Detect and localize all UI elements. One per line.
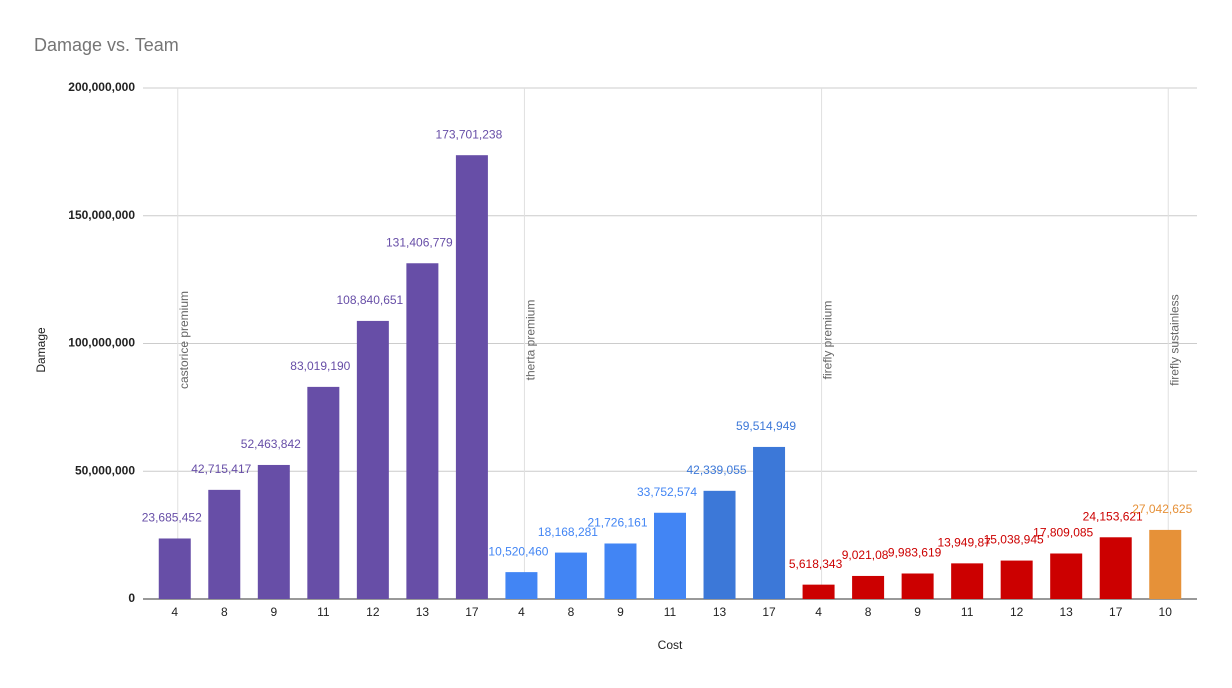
x-tick-label: 11: [317, 605, 330, 619]
value-label: 5,618,343: [789, 557, 843, 571]
annotation: therta premium: [524, 300, 538, 381]
bar: [208, 489, 241, 599]
bar: [753, 446, 786, 599]
annotation: firefly premium: [821, 301, 835, 380]
value-label: 108,840,651: [336, 293, 403, 307]
value-label: 24,153,621: [1083, 509, 1143, 523]
x-tick-label: 8: [568, 605, 575, 619]
bar: [307, 386, 340, 599]
x-tick-label: 4: [518, 605, 525, 619]
value-label: 15,038,945: [984, 533, 1044, 547]
bar: [1099, 537, 1132, 599]
annotation: castorice premium: [177, 291, 191, 389]
value-label: 52,463,842: [241, 437, 301, 451]
y-axis-label: Damage: [34, 327, 48, 373]
x-tick-label: 8: [221, 605, 228, 619]
bar: [901, 573, 934, 599]
bar: [158, 538, 191, 599]
value-label: 10,520,460: [488, 544, 548, 558]
bar: [257, 464, 290, 599]
chart-title: Damage vs. Team: [34, 35, 179, 55]
value-label: 131,406,779: [386, 235, 453, 249]
x-tick-label: 4: [171, 605, 178, 619]
bar: [852, 575, 885, 599]
x-tick-label: 8: [865, 605, 872, 619]
bar: [356, 320, 389, 599]
x-tick-label: 13: [1060, 605, 1074, 619]
x-tick-label: 12: [1010, 605, 1024, 619]
value-label: 59,514,949: [736, 419, 796, 433]
bar: [703, 490, 736, 599]
value-label: 173,701,238: [436, 127, 503, 141]
bar: [554, 552, 587, 599]
x-tick-label: 17: [465, 605, 479, 619]
bar: [951, 563, 984, 599]
value-label: 42,339,055: [686, 463, 746, 477]
bar: [1000, 560, 1033, 599]
x-tick-label: 9: [914, 605, 921, 619]
x-tick-label: 9: [270, 605, 277, 619]
x-tick-label: 11: [961, 605, 974, 619]
x-tick-label: 13: [416, 605, 430, 619]
x-tick-label: 17: [762, 605, 776, 619]
value-label: 17,809,085: [1033, 526, 1093, 540]
annotation: firefly sustainless: [1167, 294, 1181, 385]
bar: [406, 263, 439, 599]
value-label: 42,715,417: [191, 462, 251, 476]
bar: [1149, 529, 1182, 599]
x-tick-label: 10: [1159, 605, 1173, 619]
x-axis-label: Cost: [658, 638, 683, 652]
x-tick-label: 17: [1109, 605, 1123, 619]
value-label: 21,726,161: [587, 516, 647, 530]
value-label: 27,042,625: [1132, 502, 1192, 516]
value-label: 13,949,87: [937, 536, 991, 550]
bar: [1050, 553, 1083, 599]
value-label: 18,168,281: [538, 525, 598, 539]
y-tick-label: 150,000,000: [68, 208, 135, 222]
bar: [505, 572, 538, 599]
x-tick-label: 9: [617, 605, 624, 619]
x-tick-label: 11: [664, 605, 677, 619]
value-label: 9,021,08: [842, 548, 889, 562]
y-tick-label: 200,000,000: [68, 80, 135, 94]
x-tick-label: 4: [815, 605, 822, 619]
bar: [604, 543, 637, 599]
bar: [654, 512, 686, 599]
value-label: 33,752,574: [637, 485, 697, 499]
value-label: 23,685,452: [142, 511, 202, 525]
y-tick-label: 0: [128, 591, 135, 605]
x-tick-label: 12: [366, 605, 380, 619]
bar: [802, 584, 835, 599]
x-tick-label: 13: [713, 605, 727, 619]
value-label: 9,983,619: [888, 546, 942, 560]
value-label: 83,019,190: [290, 359, 350, 373]
bar: [455, 155, 488, 599]
y-tick-label: 100,000,000: [68, 336, 135, 350]
y-tick-label: 50,000,000: [75, 463, 135, 477]
